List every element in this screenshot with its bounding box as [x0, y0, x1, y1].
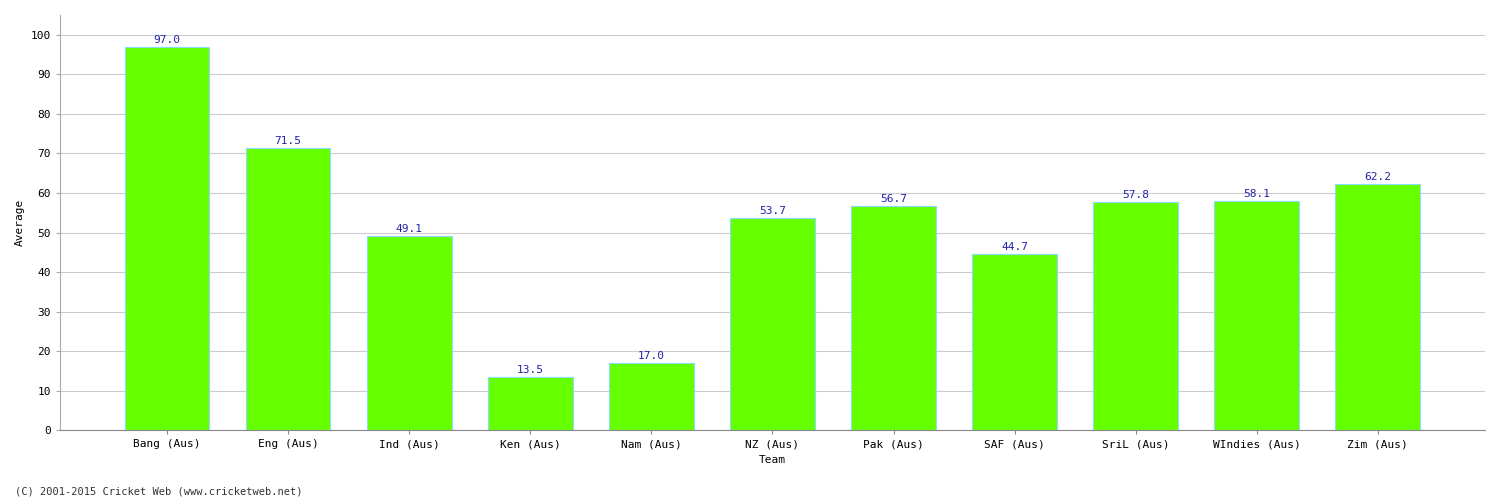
Bar [1094, 202, 1178, 430]
Text: 49.1: 49.1 [396, 224, 423, 234]
Text: 44.7: 44.7 [1000, 242, 1028, 252]
Y-axis label: Average: Average [15, 199, 26, 246]
Text: 53.7: 53.7 [759, 206, 786, 216]
Bar [246, 148, 330, 431]
Text: 97.0: 97.0 [153, 34, 180, 44]
Text: 56.7: 56.7 [880, 194, 908, 204]
Text: 62.2: 62.2 [1365, 172, 1392, 182]
Text: 17.0: 17.0 [638, 351, 664, 361]
Bar [730, 218, 815, 430]
Text: 13.5: 13.5 [516, 365, 543, 375]
Bar [850, 206, 936, 430]
Bar [972, 254, 1058, 430]
Bar [488, 377, 573, 430]
Bar [124, 46, 210, 430]
Text: 57.8: 57.8 [1122, 190, 1149, 200]
Bar [368, 236, 452, 430]
Text: (C) 2001-2015 Cricket Web (www.cricketweb.net): (C) 2001-2015 Cricket Web (www.cricketwe… [15, 487, 303, 497]
X-axis label: Team: Team [759, 455, 786, 465]
Bar [1335, 184, 1420, 430]
Bar [1215, 200, 1299, 430]
Text: 71.5: 71.5 [274, 136, 302, 145]
Bar [609, 363, 693, 430]
Text: 58.1: 58.1 [1244, 188, 1270, 198]
